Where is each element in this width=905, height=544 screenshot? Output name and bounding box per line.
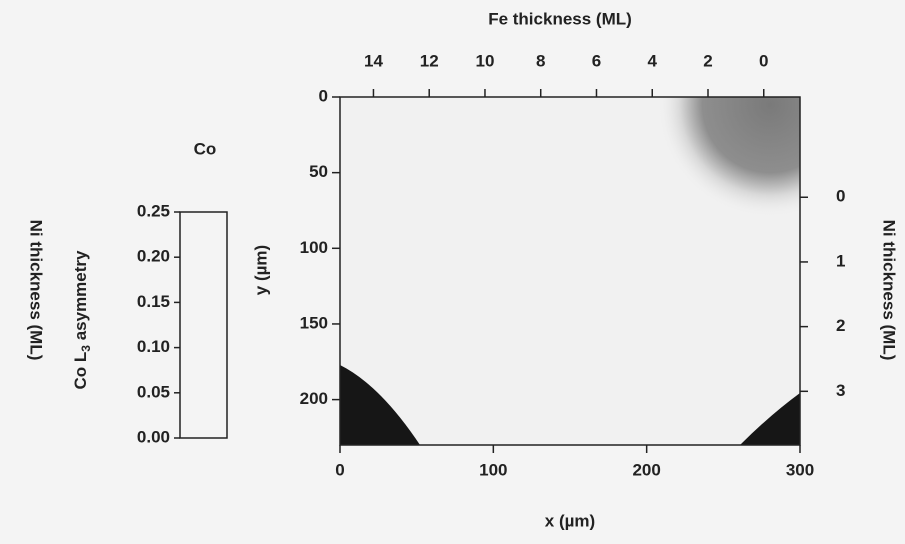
colorbar — [180, 212, 227, 438]
y-tick-label: 150 — [300, 313, 328, 332]
x-tick-label: 300 — [786, 460, 814, 479]
y2-tick-label: 1 — [836, 251, 845, 270]
x2-tick-label: 0 — [759, 51, 768, 70]
y-tick-label: 0 — [319, 86, 328, 105]
label-part: asymmetry — [71, 250, 90, 345]
x2-tick-label: 14 — [364, 51, 383, 70]
y2-tick-label: 0 — [836, 187, 845, 206]
colorbar-label: Co L3 asymmetry — [71, 250, 93, 390]
heatmap — [340, 97, 800, 445]
y-tick-label: 200 — [300, 389, 328, 408]
x-axis-label: x (µm) — [545, 511, 595, 530]
colorbar-tick-label: 0.15 — [137, 292, 170, 311]
colorbar-tick-label: 0.00 — [137, 427, 170, 446]
x2-tick-label: 4 — [648, 51, 658, 70]
x2-tick-label: 10 — [476, 51, 495, 70]
y-axis-label: y (µm) — [251, 245, 270, 295]
y-tick-label: 100 — [300, 238, 328, 257]
x-tick-label: 0 — [335, 460, 344, 479]
colorbar-tick-label: 0.05 — [137, 382, 170, 401]
label-part: Co L — [71, 352, 90, 390]
x2-tick-label: 2 — [703, 51, 712, 70]
map-grey-region — [620, 97, 800, 257]
x2-axis-label: Fe thickness (ML) — [488, 9, 632, 28]
y2-axis-label: Ni thickness (ML) — [880, 220, 899, 361]
page: {"chart_data": { "type": "heatmap", "xla… — [0, 0, 905, 539]
colorbar-title: Co — [194, 139, 217, 158]
colorbar-tick-label: 0.10 — [137, 337, 170, 356]
figure: x (µm) Fe thickness (ML) y (µm) Ni thick… — [0, 0, 905, 539]
colorbar-outer-label: Ni thickness (ML) — [27, 220, 46, 361]
y2-tick-label: 2 — [836, 316, 845, 335]
x2-tick-label: 12 — [420, 51, 439, 70]
x2-tick-label: 6 — [592, 51, 601, 70]
x-tick-label: 200 — [632, 460, 660, 479]
x-tick-label: 100 — [479, 460, 507, 479]
x2-tick-label: 8 — [536, 51, 545, 70]
colorbar-tick-label: 0.25 — [137, 201, 170, 220]
colorbar-tick-label: 0.20 — [137, 247, 170, 266]
y2-tick-label: 3 — [836, 381, 845, 400]
y-tick-label: 50 — [309, 162, 328, 181]
